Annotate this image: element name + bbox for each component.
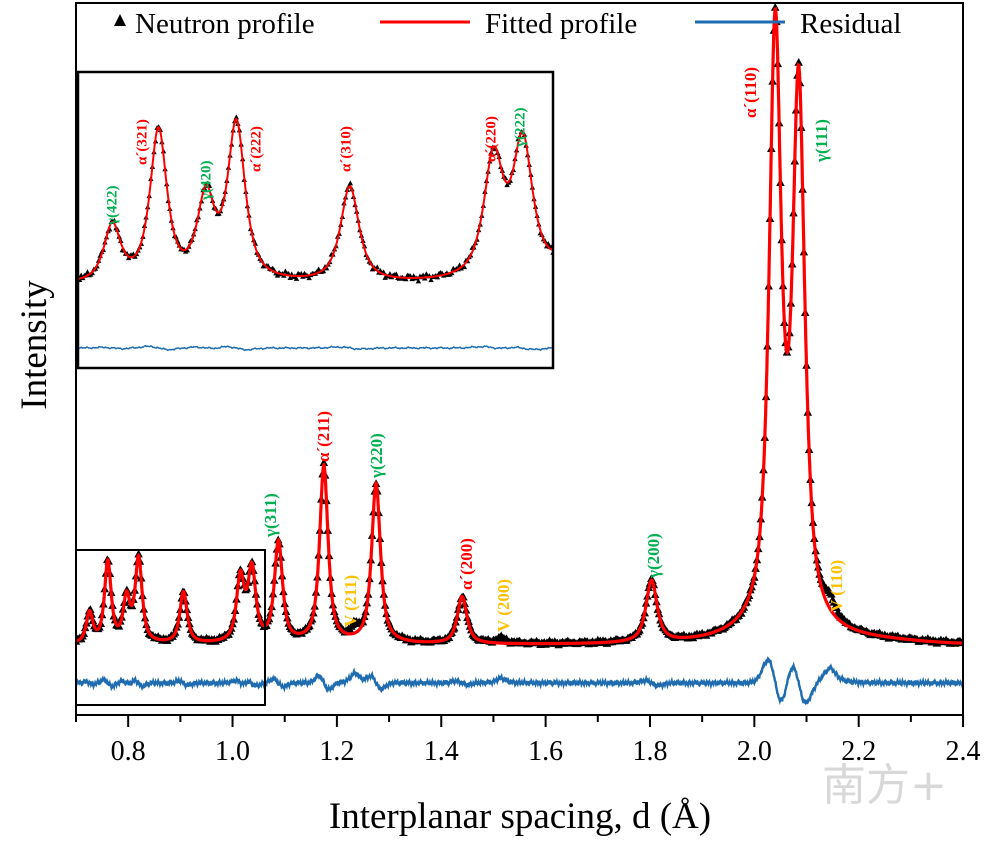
legend-neutron-profile: Neutron profile (135, 8, 315, 40)
peak-label: γ(220) (367, 433, 386, 479)
fitted-profile-line (77, 6, 962, 646)
peak-label: V (211) (341, 575, 360, 627)
inset-peak-labels: γ(422) α´(321) γ(420) α´(222) α´(310) α´(220)… (104, 107, 528, 226)
peak-label: V (110) (827, 560, 846, 612)
peak-label: γ(111) (812, 119, 831, 163)
peak-label: α´(321) (134, 119, 150, 165)
peak-label: γ(311) (261, 493, 280, 538)
inset: γ(422) α´(321) γ(420) α´(222) α´(310) α´(220)… (76, 70, 555, 370)
peak-label: α´(310) (338, 126, 354, 172)
neutron-profile-point (832, 603, 841, 611)
neutron-profile-point (306, 275, 312, 281)
x-axis-ticks: 0.8 1.0 1.2 1.4 1.6 1.8 2.0 2.2 2.4 (75, 715, 981, 767)
peak-label: γ(200) (644, 533, 663, 579)
peak-label: α´(200) (457, 538, 476, 590)
peak-label: α´(110) (741, 67, 760, 118)
main-plot-data (77, 4, 962, 706)
neutron-profile-point (428, 277, 434, 283)
watermark-logo: 南方+ (822, 760, 947, 811)
neutron-profile-point (274, 272, 281, 278)
neutron-profile-point (827, 589, 836, 598)
x-tick-label: 2.2 (841, 736, 876, 767)
legend-fitted-profile: Fitted profile (485, 8, 637, 40)
neutron-profile-point (347, 180, 354, 186)
peak-label: α´(211) (314, 411, 333, 462)
peak-label: V (200) (494, 579, 513, 632)
neutron-profile-point (293, 275, 300, 281)
plot-frame (75, 2, 964, 716)
neutron-profile-point (374, 264, 380, 270)
neutron-profile-point (461, 264, 468, 270)
x-tick-label: 1.8 (632, 736, 667, 767)
x-tick-label: 1.6 (528, 736, 563, 767)
neutron-profile-point (794, 58, 803, 66)
peak-label: γ(222) (512, 107, 528, 148)
x-tick-label: 1.0 (215, 736, 250, 767)
inset-plot-data (79, 114, 552, 352)
legend-triangle-marker (114, 14, 126, 26)
zoom-region-box (75, 549, 266, 706)
neutron-profile-point (770, 4, 780, 11)
x-tick-label: 2.0 (737, 736, 772, 767)
main-peak-labels: γ(311) α´(211) V (211) γ(220) α´(200) V (200)… (261, 67, 846, 632)
peak-label: γ(420) (198, 160, 214, 201)
x-tick-label: 1.4 (424, 736, 459, 767)
peak-label: α´(220) (483, 116, 499, 162)
x-tick-label: 0.8 (111, 736, 146, 767)
x-tick-label: 1.2 (319, 736, 354, 767)
neutron-profile-point (319, 458, 329, 467)
residual-line (79, 344, 552, 352)
y-axis-title: Intensity (14, 280, 55, 410)
neutron-profile-point (233, 114, 240, 120)
neutron-profile-point (393, 271, 399, 277)
x-tick-label: 2.4 (946, 736, 981, 767)
neutron-profile-point (415, 278, 422, 284)
peak-label: α´(222) (248, 126, 264, 172)
inset-frame (76, 70, 555, 370)
neutron-profile-point (550, 251, 552, 255)
peak-label: γ(422) (104, 185, 120, 226)
legend-residual: Residual (800, 8, 902, 40)
x-axis-title: Interplanar spacing, d (Å) (329, 796, 711, 837)
fitted-profile-line (79, 117, 552, 280)
legend: Neutron profile Fitted profile Residual (114, 8, 902, 40)
residual-line (77, 656, 962, 706)
